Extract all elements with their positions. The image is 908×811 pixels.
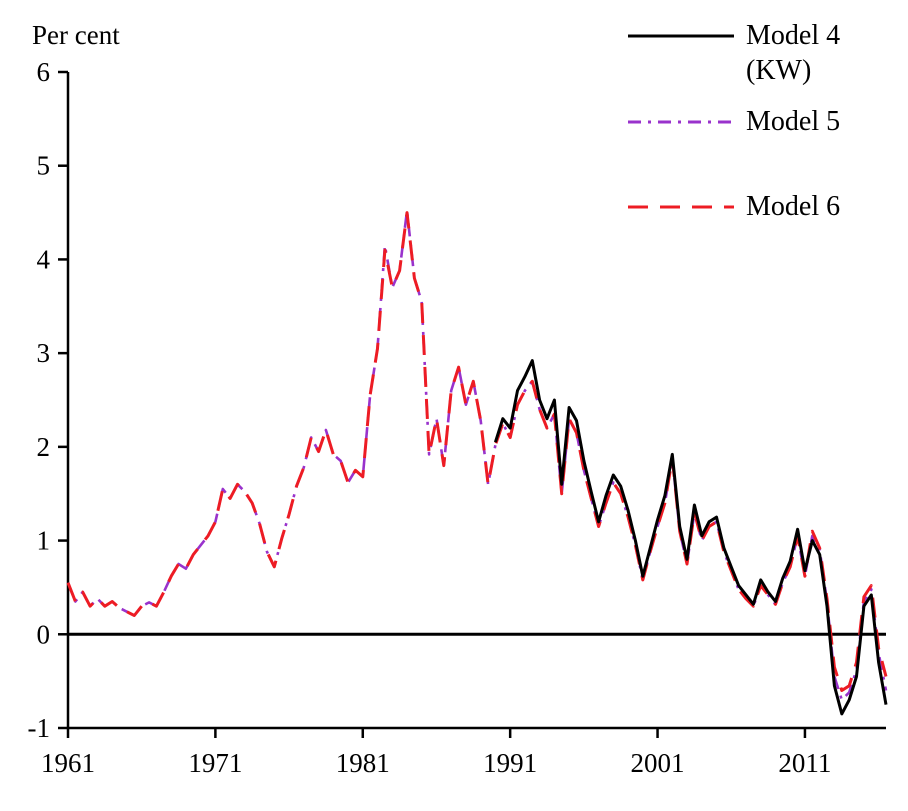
legend-item-model-4: Model 4 (KW) (626, 18, 881, 88)
svg-text:1991: 1991 (483, 748, 537, 778)
svg-text:Per cent: Per cent (32, 20, 120, 50)
legend-line-model-5-icon (628, 120, 734, 124)
legend-item-model-6: Model 6 (626, 189, 881, 224)
legend-line-model-4-icon (628, 34, 734, 38)
legend-label-model-5: Model 5 (746, 106, 841, 137)
legend-line-model-6-icon (628, 205, 734, 209)
svg-text:4: 4 (37, 244, 51, 274)
svg-text:1: 1 (37, 526, 51, 556)
svg-text:2011: 2011 (778, 748, 831, 778)
legend-label-model-4: Model 4 (KW) (746, 20, 841, 86)
svg-text:1981: 1981 (336, 748, 390, 778)
svg-text:2: 2 (37, 432, 51, 462)
svg-text:1961: 1961 (41, 748, 95, 778)
legend: Model 4 (KW) Model 5 Model 6 (626, 18, 881, 224)
svg-text:1971: 1971 (188, 748, 242, 778)
svg-text:0: 0 (37, 619, 51, 649)
legend-item-model-5: Model 5 (626, 104, 881, 139)
svg-text:3: 3 (37, 338, 51, 368)
svg-text:2001: 2001 (631, 748, 685, 778)
svg-text:5: 5 (37, 151, 51, 181)
svg-text:-1: -1 (28, 713, 51, 743)
svg-text:6: 6 (37, 57, 51, 87)
legend-label-model-6: Model 6 (746, 191, 841, 222)
